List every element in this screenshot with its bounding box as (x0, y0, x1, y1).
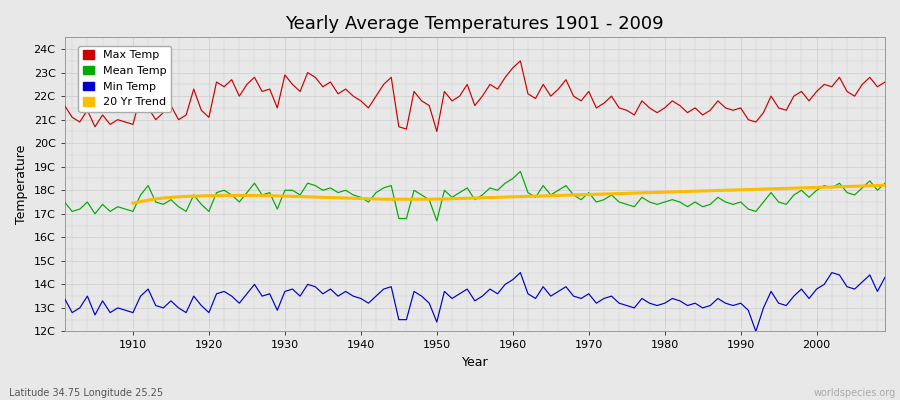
X-axis label: Year: Year (462, 356, 488, 369)
Title: Yearly Average Temperatures 1901 - 2009: Yearly Average Temperatures 1901 - 2009 (285, 15, 664, 33)
Y-axis label: Temperature: Temperature (15, 145, 28, 224)
Text: worldspecies.org: worldspecies.org (814, 388, 896, 398)
Text: Latitude 34.75 Longitude 25.25: Latitude 34.75 Longitude 25.25 (9, 388, 163, 398)
Legend: Max Temp, Mean Temp, Min Temp, 20 Yr Trend: Max Temp, Mean Temp, Min Temp, 20 Yr Tre… (78, 46, 171, 112)
